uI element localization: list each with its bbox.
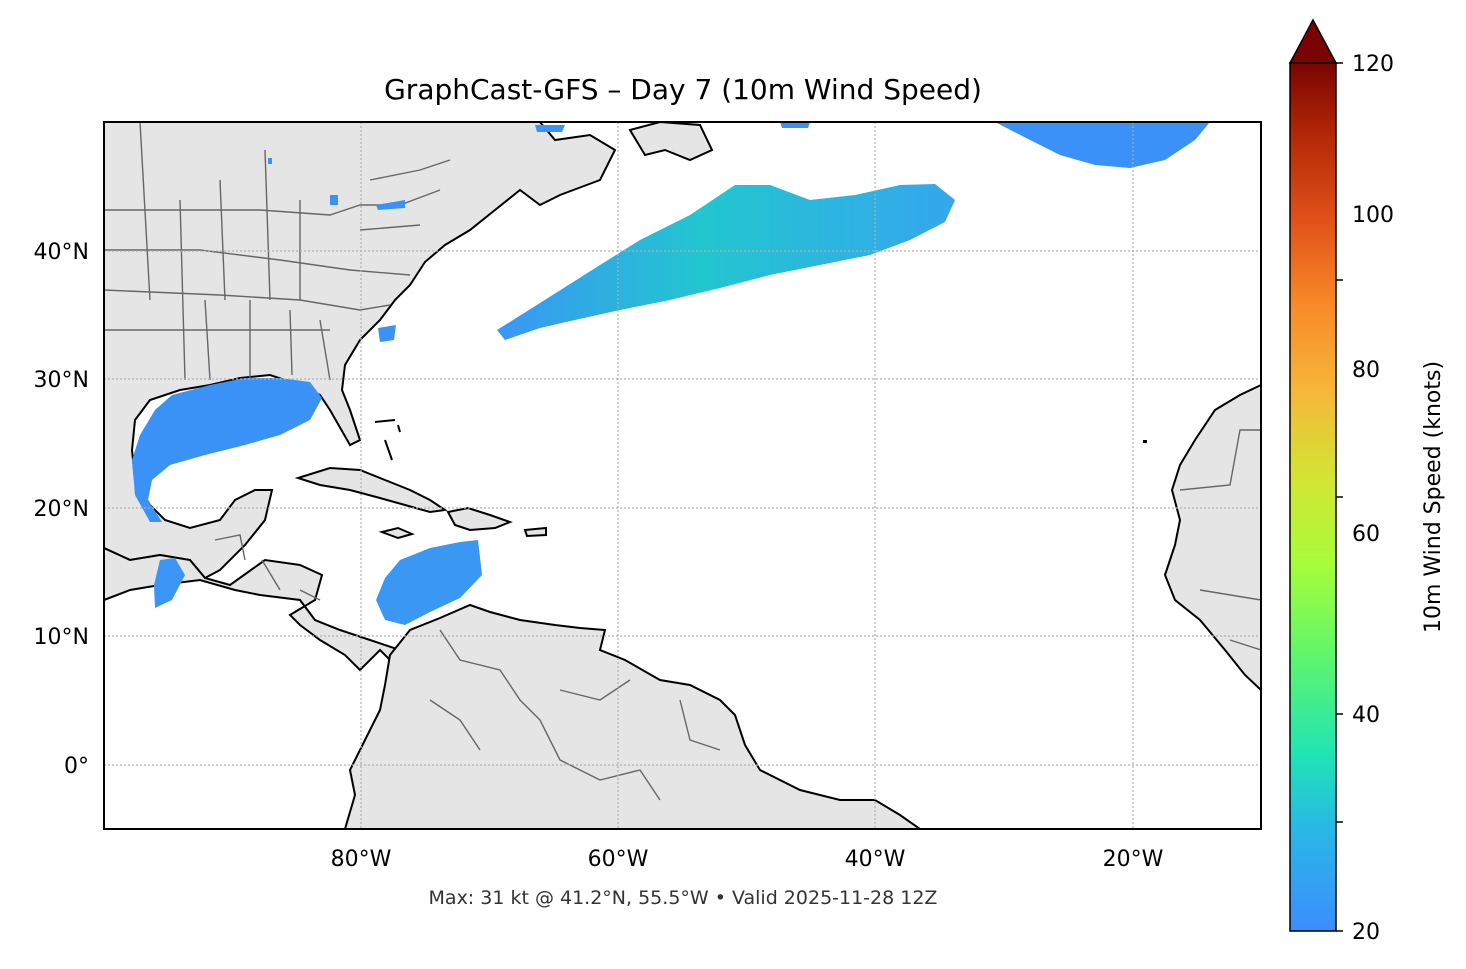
lat-tick-label: 30°N xyxy=(34,368,89,393)
map-title: GraphCast-GFS – Day 7 (10m Wind Speed) xyxy=(384,73,982,106)
colorbar-tick-label: 40 xyxy=(1352,703,1380,728)
africa-land xyxy=(1163,383,1261,692)
bahamas-islands xyxy=(374,419,401,461)
colorbar-tick-label: 80 xyxy=(1352,358,1380,383)
map-footer: Max: 31 kt @ 41.2°N, 55.5°W • Valid 2025… xyxy=(429,887,938,909)
colorbar-gradient xyxy=(1289,62,1337,932)
wind-field-caribbean xyxy=(376,540,482,625)
hispaniola-island xyxy=(446,506,513,532)
wind-field-gulf-of-mexico xyxy=(132,378,322,522)
lat-tick-label: 20°N xyxy=(34,497,89,522)
cuba-island xyxy=(294,466,448,514)
colorbar-tick-label: 120 xyxy=(1352,52,1394,77)
colorbar: 20 40 60 80 100 120 10m Wind Speed (knot… xyxy=(1288,18,1446,945)
colorbar-label: 10m Wind Speed (knots) xyxy=(1421,361,1446,633)
lon-tick-label: 20°W xyxy=(1103,847,1164,872)
lon-tick-label: 80°W xyxy=(331,847,392,872)
lat-tick-label: 0° xyxy=(64,754,89,779)
lat-tick-label: 10°N xyxy=(34,625,89,650)
lon-tick-label: 60°W xyxy=(588,847,649,872)
wind-field-north-atlantic-east xyxy=(995,122,1210,168)
colorbar-tick-label: 60 xyxy=(1352,522,1380,547)
south-america-land xyxy=(343,603,922,829)
wind-field-mid-atlantic xyxy=(497,184,955,340)
jamaica-island xyxy=(378,526,415,540)
colorbar-tick-label: 20 xyxy=(1352,920,1380,945)
colorbar-tick-label: 100 xyxy=(1352,203,1394,228)
puerto-rico-island xyxy=(523,526,547,538)
political-borders xyxy=(104,122,1261,801)
map-area xyxy=(104,122,1261,829)
map-frame xyxy=(103,121,1262,830)
wind-field-east-pacific xyxy=(154,558,185,608)
lon-tick-label: 40°W xyxy=(845,847,906,872)
gridlines xyxy=(104,122,1261,829)
lat-tick-label: 40°N xyxy=(34,240,89,265)
colorbar-extend-arrow xyxy=(1288,18,1338,64)
